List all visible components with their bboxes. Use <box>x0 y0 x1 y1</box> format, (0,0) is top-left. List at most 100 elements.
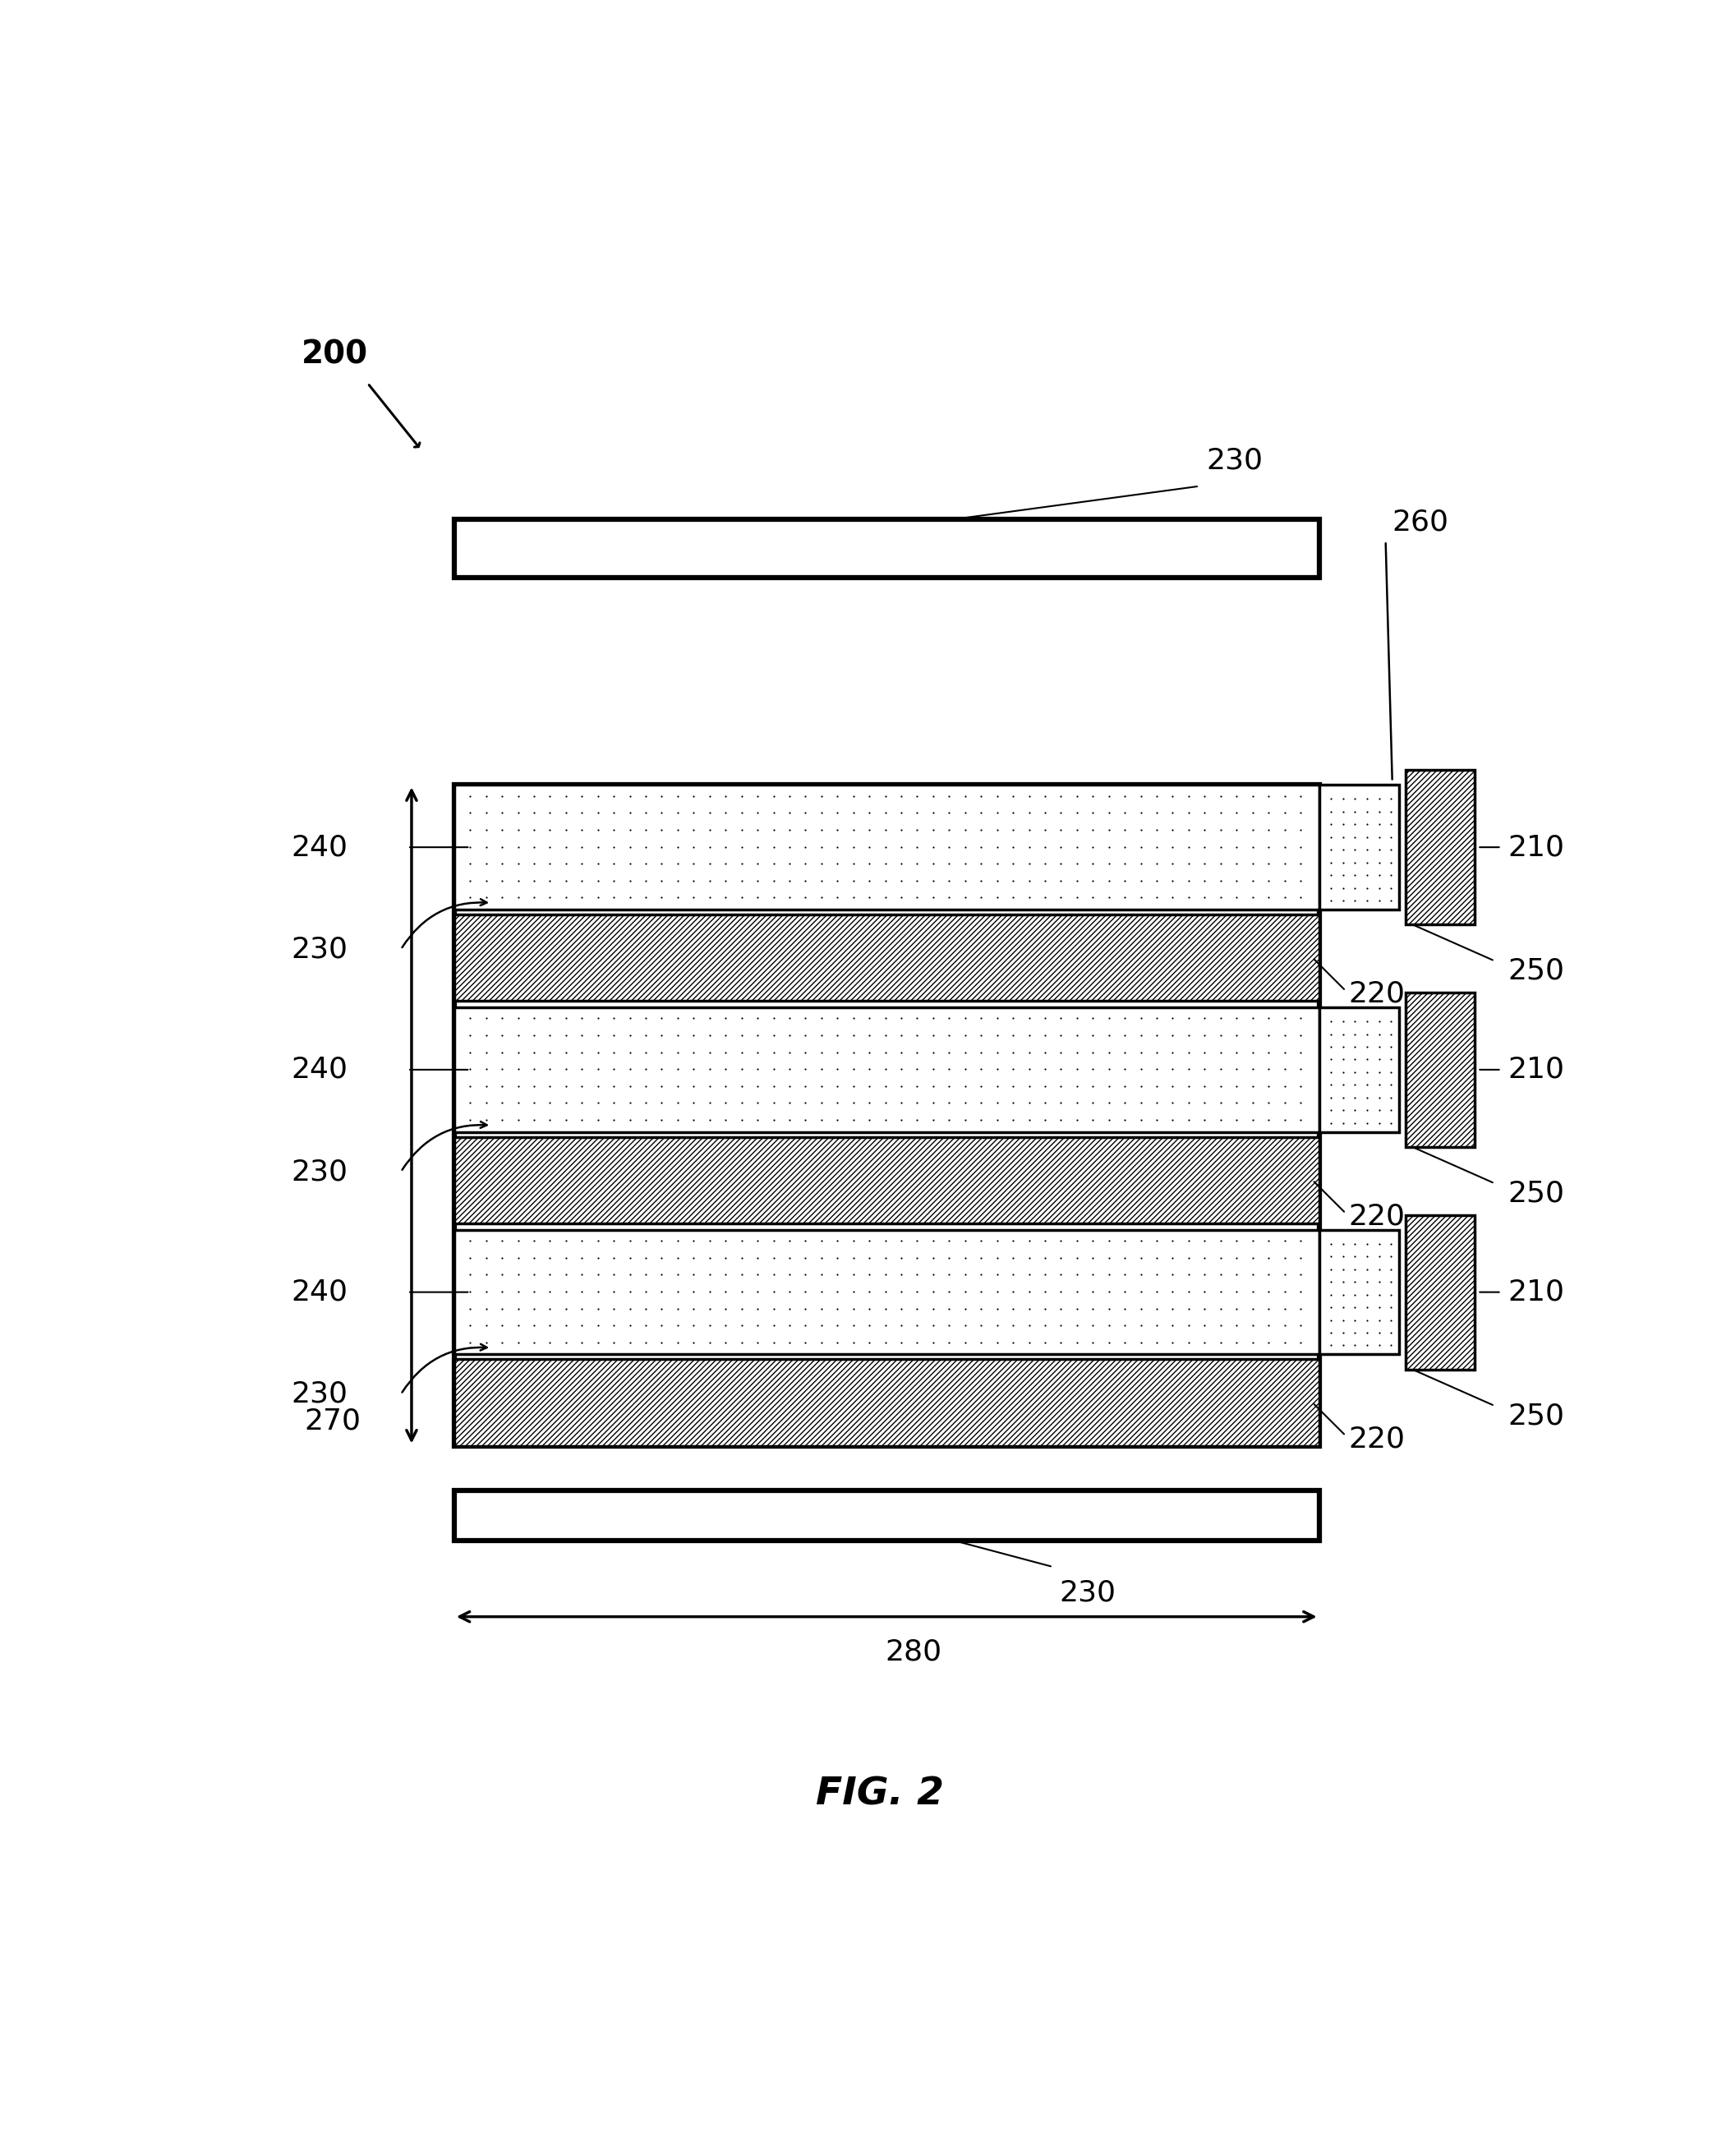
Point <box>1365 1067 1392 1102</box>
Point <box>1080 796 1107 830</box>
Point <box>1126 1225 1154 1259</box>
Point <box>888 778 915 813</box>
Point <box>920 1309 948 1343</box>
Point <box>1032 1018 1059 1052</box>
Point <box>792 796 819 830</box>
Point <box>888 1291 915 1326</box>
Point <box>520 1087 548 1121</box>
Point <box>1341 1276 1368 1311</box>
Point <box>1032 1291 1059 1326</box>
Point <box>1144 1257 1171 1291</box>
Point <box>568 1291 596 1326</box>
Point <box>1329 858 1356 893</box>
Point <box>472 1035 500 1069</box>
Point <box>761 1069 788 1104</box>
Point <box>999 847 1027 882</box>
Point <box>807 1102 834 1136</box>
Point <box>951 862 979 897</box>
Point <box>840 1000 867 1035</box>
Point <box>1111 1069 1138 1104</box>
Point <box>903 1000 931 1035</box>
Point <box>1377 783 1405 817</box>
Point <box>1126 1087 1154 1121</box>
Point <box>1353 1106 1380 1141</box>
Point <box>601 1069 628 1104</box>
Point <box>1047 778 1075 813</box>
Point <box>967 1035 994 1069</box>
Point <box>1159 1274 1186 1309</box>
Point <box>743 1035 771 1069</box>
Point <box>1377 1106 1405 1141</box>
Point <box>553 830 580 865</box>
Point <box>472 1257 500 1291</box>
Point <box>1271 1240 1298 1274</box>
Point <box>776 1000 804 1035</box>
Point <box>1159 796 1186 830</box>
Point <box>1255 1035 1283 1069</box>
Point <box>936 1069 963 1104</box>
Point <box>647 847 675 882</box>
Point <box>999 1052 1027 1087</box>
Text: 240: 240 <box>290 1056 347 1084</box>
Point <box>743 1087 771 1121</box>
Point <box>632 880 659 914</box>
Point <box>855 1291 883 1326</box>
Point <box>807 1225 834 1259</box>
Point <box>664 847 692 882</box>
Point <box>584 1000 611 1035</box>
Point <box>536 847 563 882</box>
Point <box>1329 1005 1356 1039</box>
Point <box>1353 845 1380 880</box>
Point <box>951 1274 979 1309</box>
Point <box>951 830 979 865</box>
Point <box>1341 1093 1368 1128</box>
Point <box>1317 1276 1344 1311</box>
Point <box>743 1257 771 1291</box>
Point <box>855 1309 883 1343</box>
Point <box>855 1087 883 1121</box>
Point <box>1329 1018 1356 1052</box>
Point <box>761 880 788 914</box>
Point <box>457 1309 484 1343</box>
Point <box>1353 1302 1380 1337</box>
Point <box>728 1326 755 1360</box>
Point <box>553 1225 580 1259</box>
Point <box>616 1326 644 1360</box>
Point <box>1223 1052 1250 1087</box>
Point <box>584 1291 611 1326</box>
Point <box>472 1240 500 1274</box>
Point <box>1377 832 1405 867</box>
Point <box>680 830 707 865</box>
Point <box>1341 1005 1368 1039</box>
Point <box>1080 847 1107 882</box>
Point <box>488 847 515 882</box>
Point <box>743 1102 771 1136</box>
Point <box>1255 796 1283 830</box>
Point <box>1063 862 1090 897</box>
Point <box>1240 1291 1267 1326</box>
Point <box>1095 1291 1123 1326</box>
Point <box>824 1225 852 1259</box>
Point <box>1365 1302 1392 1337</box>
Point <box>1015 1326 1042 1360</box>
Point <box>1192 1069 1219 1104</box>
Point <box>967 1291 994 1326</box>
Point <box>743 778 771 813</box>
Point <box>457 862 484 897</box>
Point <box>743 1018 771 1052</box>
Point <box>1063 1326 1090 1360</box>
Point <box>824 1102 852 1136</box>
Point <box>1341 1106 1368 1141</box>
Point <box>824 1069 852 1104</box>
Point <box>792 1000 819 1035</box>
Point <box>967 1309 994 1343</box>
Point <box>984 1257 1011 1291</box>
Point <box>601 830 628 865</box>
Point <box>999 1291 1027 1326</box>
Point <box>1377 1031 1405 1065</box>
Point <box>616 847 644 882</box>
Point <box>1317 1328 1344 1363</box>
Point <box>520 1291 548 1326</box>
Point <box>1286 1087 1314 1121</box>
Point <box>936 830 963 865</box>
